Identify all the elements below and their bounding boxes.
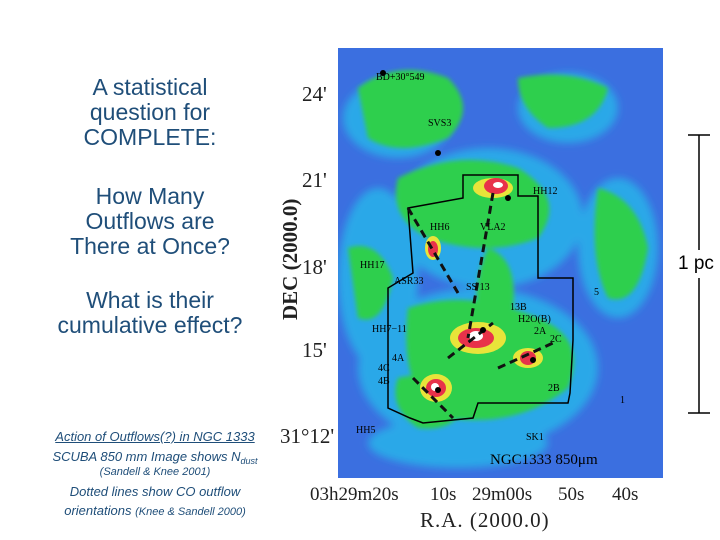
- label-asr33: ASR33: [394, 276, 423, 287]
- outflow-line: [406, 207, 460, 294]
- label-hh5: HH5: [356, 425, 375, 436]
- scale-bar: [688, 134, 710, 414]
- dec-axis-title-text: DEC (2000.0): [278, 199, 302, 320]
- ra-tick: 10s: [430, 484, 457, 505]
- caption-orient-text: orientations: [64, 503, 132, 518]
- label-sk1: SK1: [526, 432, 544, 443]
- source-marker: [380, 70, 386, 76]
- outflow-line: [447, 321, 494, 360]
- caption-action: Action of Outflows(?) in NGC 1333: [55, 429, 255, 444]
- source-marker: [530, 357, 536, 363]
- caption-ref2: (Knee & Sandell 2000): [135, 506, 246, 518]
- question-line: cumulative effect?: [57, 312, 243, 338]
- map-footprint-outline: [387, 174, 574, 424]
- source-labels: BD+30°549 SVS3 HH12 HH6 VLA2 HH17 ASR33 …: [356, 72, 625, 443]
- scale-label: 1 pc: [678, 253, 714, 274]
- dec-tick: 31°12': [280, 424, 335, 448]
- map-title: NGC1333 850μm: [490, 452, 598, 468]
- scuba-map: BD+30°549 SVS3 HH12 HH6 VLA2 HH17 ASR33 …: [338, 48, 663, 478]
- question-line: Outflows are: [85, 208, 215, 234]
- label-5: 5: [594, 287, 599, 298]
- question-line: How Many: [95, 183, 205, 209]
- label-13b: 13B: [510, 302, 527, 313]
- caption-ref1: (Sandell & Knee 2001): [99, 466, 211, 478]
- caption-dotted: Dotted lines show CO outflow: [69, 484, 241, 499]
- label-4b: 4B: [378, 376, 390, 387]
- question-line: What is their: [86, 287, 214, 313]
- label-hh17: HH17: [360, 260, 384, 271]
- caption-orientations: orientations (Knee & Sandell 2000): [10, 503, 300, 518]
- source-marker: [505, 195, 511, 201]
- label-bd: BD+30°549: [376, 72, 425, 83]
- ra-axis-title: R.A. (2000.0): [420, 508, 550, 532]
- caption-scuba-sub: dust: [240, 456, 258, 466]
- source-marker: [435, 387, 441, 393]
- dec-tick: 15': [302, 338, 327, 362]
- outflow-line: [411, 376, 455, 420]
- label-4a: 4A: [392, 353, 405, 364]
- source-markers: [380, 70, 536, 393]
- outflow-line: [497, 341, 554, 370]
- label-2b: 2B: [548, 383, 560, 394]
- label-1: 1: [620, 395, 625, 406]
- ra-tick: 50s: [558, 484, 585, 505]
- label-ss13: SS 13: [466, 282, 490, 293]
- ra-tick: 03h29m20s: [310, 484, 399, 505]
- source-marker: [435, 150, 441, 156]
- label-h2o: H2O(B): [518, 314, 551, 325]
- dec-tick: 18': [302, 255, 327, 279]
- label-hh6: HH6: [430, 222, 449, 233]
- dec-tick: 21': [302, 168, 327, 192]
- label-hh12: HH12: [533, 186, 557, 197]
- question-title-line: A statistical: [92, 74, 208, 100]
- ra-tick: 40s: [612, 484, 639, 505]
- label-2c: 2C: [550, 334, 562, 345]
- outflow-lines: [406, 192, 554, 420]
- label-4c: 4C: [378, 363, 390, 374]
- question-effect: What is their cumulative effect?: [20, 288, 280, 338]
- question-title-line: question for: [89, 99, 211, 125]
- question-title: A statistical question for COMPLETE:: [45, 75, 255, 150]
- label-hh7-11: HH7−11: [372, 324, 407, 335]
- question-title-line: COMPLETE:: [83, 124, 217, 150]
- emission-mid: [348, 70, 648, 429]
- label-svs3: SVS3: [428, 118, 451, 129]
- ra-tick: 29m00s: [472, 484, 533, 505]
- dec-axis-title: DEC (2000.0): [278, 199, 302, 320]
- question-how-many: How Many Outflows are There at Once?: [30, 184, 270, 259]
- caption-scuba-text: SCUBA 850 mm Image shows N: [52, 449, 241, 464]
- dec-tick: 24': [302, 82, 327, 106]
- question-line: There at Once?: [70, 233, 230, 259]
- caption-scuba: SCUBA 850 mm Image shows Ndust: [10, 449, 300, 466]
- label-2a: 2A: [534, 326, 547, 337]
- label-vla2: VLA2: [480, 222, 506, 233]
- outflow-line: [466, 192, 495, 339]
- source-marker: [480, 327, 486, 333]
